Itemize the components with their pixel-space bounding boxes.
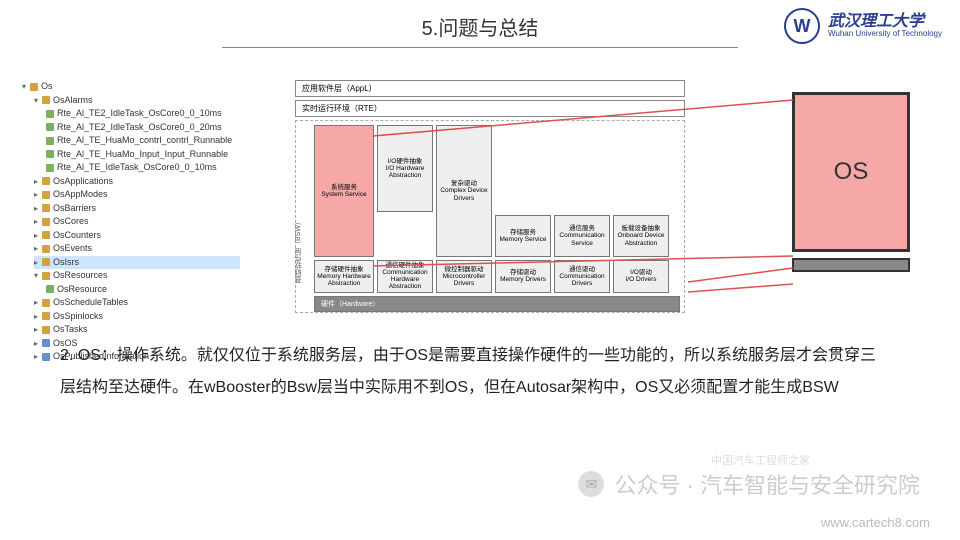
watermark-site: www.cartech8.com [821, 515, 930, 530]
wechat-icon: ✉ [578, 471, 604, 497]
explanation-paragraph: 2. OS：操作系统。就仅仅位于系统服务层，由于OS是需要直接操作硬件的一些功能… [60, 340, 880, 404]
bsw-label: 基础软件层（BSW） [294, 125, 304, 285]
university-name-en: Wuhan University of Technology [828, 30, 942, 39]
config-tree: ▾Os ▾OsAlarms Rte_Al_TE2_IdleTask_OsCore… [10, 80, 240, 364]
tree-item[interactable]: OsAppModes [53, 189, 108, 199]
tree-alarm-item[interactable]: Rte_Al_TE_HuaMo_contrl_contrl_Runnable [57, 135, 232, 145]
tree-item[interactable]: OsScheduleTables [53, 297, 128, 307]
layer-bsw: 基础软件层（BSW） 系统服务System Service 存储服务Memory… [295, 120, 685, 313]
autosar-diagram: 应用软件层（AppL） 实时运行环境（RTE） 基础软件层（BSW） 系统服务S… [295, 80, 685, 308]
cell-complex-drivers: 复杂驱动Complex Device Drivers [436, 125, 492, 257]
slide-title: 5.问题与总结 [222, 12, 739, 48]
cell-com-hw-abs: 通信硬件抽象Communication Hardware Abstraction [377, 260, 433, 293]
tree-item[interactable]: OsSpinlocks [53, 311, 103, 321]
cell-io-hw-abstraction: I/O硬件抽象I/O Hardware Abstraction [377, 125, 433, 212]
tree-alarm-item[interactable]: Rte_Al_TE2_IdleTask_OsCore0_0_20ms [57, 122, 222, 132]
layer-rte: 实时运行环境（RTE） [295, 100, 685, 117]
cell-mcu-drivers: 微控制器驱动Microcontroller Drivers [436, 260, 492, 293]
tree-root[interactable]: Os [41, 81, 53, 91]
university-logo-icon: W [784, 8, 820, 44]
cell-com-service: 通信服务Communication Service [554, 215, 610, 257]
layer-appl: 应用软件层（AppL） [295, 80, 685, 97]
tree-alarm-item[interactable]: Rte_Al_TE2_IdleTask_OsCore0_0_10ms [57, 108, 222, 118]
tree-item-selected[interactable]: OsIsrs [53, 257, 79, 267]
tree-item[interactable]: OsCores [53, 216, 89, 226]
tree-item[interactable]: OsBarriers [53, 203, 96, 213]
layer-hardware: 硬件（Hardware） [314, 296, 680, 312]
cell-memory-service: 存储服务Memory Service [495, 215, 551, 257]
os-box: OS [792, 92, 910, 252]
tree-alarm-item[interactable]: Rte_Al_TE_IdleTask_OsCore0_0_10ms [57, 162, 217, 172]
watermark-wechat: ✉ 公众号 · 汽车智能与安全研究院 [578, 468, 920, 500]
cell-system-service: 系统服务System Service [314, 125, 374, 257]
tree-osresources[interactable]: OsResources [53, 270, 108, 280]
university-name-cn: 武汉理工大学 [828, 13, 942, 31]
cell-memory-hw-abs: 存储硬件抽象Memory Hardware Abstraction [314, 260, 374, 293]
cell-onboard-dev-abs: 板载设备抽象Onboard Device Abstraction [613, 215, 669, 257]
watermark-org: 中国汽车工程师之家 [711, 452, 810, 468]
tree-alarm-item[interactable]: Rte_Al_TE_HuaMo_Input_Input_Runnable [57, 149, 228, 159]
tree-item[interactable]: OsTasks [53, 324, 88, 334]
cell-memory-drivers: 存储驱动Memory Drivers [495, 260, 551, 293]
university-badge: W 武汉理工大学 Wuhan University of Technology [784, 8, 942, 44]
cell-io-drivers: I/O驱动I/O Drivers [613, 260, 669, 293]
cell-com-drivers: 通信驱动Communication Drivers [554, 260, 610, 293]
tree-item[interactable]: OsEvents [53, 243, 92, 253]
tree-osalarms[interactable]: OsAlarms [53, 95, 93, 105]
os-hw-bar [792, 258, 910, 272]
os-extract: OS [792, 92, 910, 282]
tree-item[interactable]: OsCounters [53, 230, 101, 240]
tree-item[interactable]: OsApplications [53, 176, 113, 186]
tree-osresource[interactable]: OsResource [57, 284, 107, 294]
